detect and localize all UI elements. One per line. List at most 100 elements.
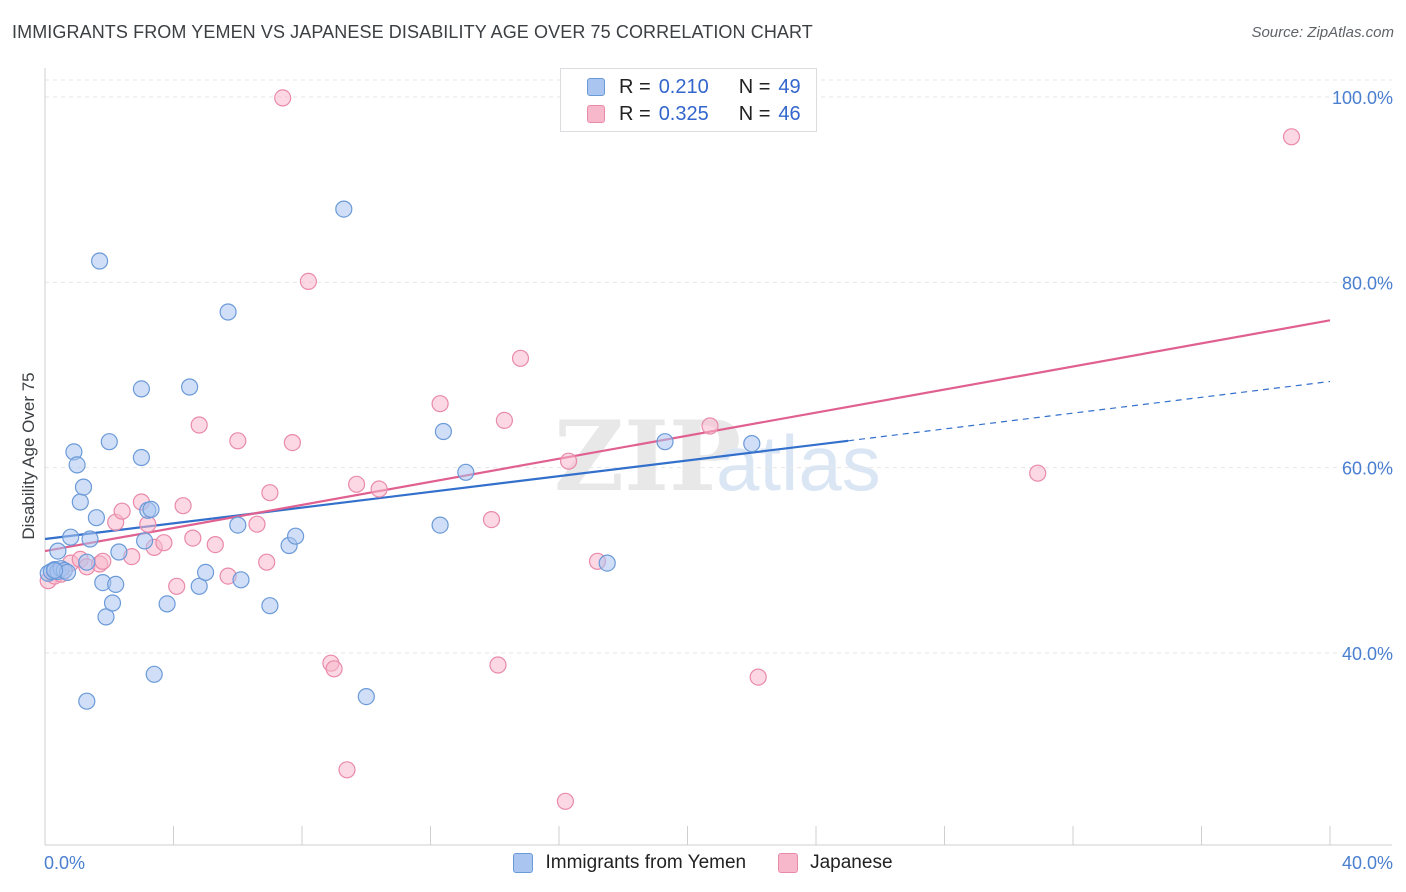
yemen-point [229,516,247,534]
japanese-point [261,484,279,502]
stats-legend: R = 0.210 N = 49 R = 0.325 N = 46 [560,68,817,132]
japanese-point [348,475,366,493]
japanese-point [113,502,131,520]
japanese-point [701,417,719,435]
legend-row-japanese: R = 0.325 N = 46 [587,103,801,125]
yemen-point [97,608,115,626]
yemen-point [457,463,475,481]
yemen-trend-line [44,439,849,541]
legend-r-value: 0.210 [658,75,709,98]
yemen-point [78,692,96,710]
x-tick-label: 40.0% [1342,853,1393,873]
yemen-point [71,493,89,511]
legend-r-label: R = [619,75,651,98]
japanese-point [206,535,224,554]
x-tick-label: 0.0% [44,853,85,873]
legend-label-japanese: Japanese [810,852,893,873]
y-tick-label: 100.0% [1332,88,1393,108]
japanese-point [1282,128,1301,146]
legend-n-label: N = [738,75,771,98]
japanese-point [482,510,501,529]
legend-item-japanese: Japanese [778,852,893,874]
legend-item-yemen: Immigrants from Yemen [513,852,746,874]
japanese-point [511,349,530,367]
japanese-point [325,660,343,678]
japanese-point [168,577,186,595]
japanese-point [495,411,513,429]
yemen-point [656,433,674,451]
yemen-trend-extension [848,380,1331,442]
yemen-point [190,577,208,595]
japanese-point [248,515,266,533]
yemen-point [598,554,616,572]
data-points [39,89,1301,810]
japanese-point [155,534,173,552]
yemen-point [158,595,176,613]
chart-title: IMMIGRANTS FROM YEMEN VS JAPANESE DISABI… [12,22,813,42]
japanese-point [299,272,317,290]
legend-swatch-japanese [587,105,605,123]
japanese-point [184,529,202,547]
yemen-point [49,542,67,560]
japanese-point [431,395,449,413]
legend-swatch-yemen [513,853,534,873]
legend-r-label: R = [619,102,651,125]
japanese-point [174,497,192,515]
trend-lines [44,319,1331,553]
grid-lines [45,79,1392,654]
y-axis-label: Disability Age Over 75 [19,372,38,539]
legend-row-yemen: R = 0.210 N = 49 [587,76,801,98]
yemen-point [142,500,160,518]
axes [44,68,1392,846]
japanese-point [1029,464,1047,482]
watermark-atlas: atlas [716,419,881,507]
yemen-point [434,422,452,441]
yemen-point [197,563,215,582]
yemen-point [132,448,150,467]
japanese-point [274,89,292,107]
legend-swatch-yemen [587,78,605,96]
yemen-point [74,478,93,496]
japanese-point [556,792,575,810]
yemen-point [261,597,279,615]
yemen-point [107,575,125,594]
yemen-point [181,378,199,396]
yemen-point [81,530,99,548]
japanese-point [190,416,208,434]
y-tick-label: 40.0% [1342,644,1393,664]
yemen-point [45,561,64,580]
japanese-point [283,434,301,452]
yemen-point [287,527,305,545]
legend-n-value: 46 [778,102,801,125]
yemen-point [335,200,353,218]
legend-r-value: 0.325 [658,102,709,125]
japanese-trend-line [44,319,1331,553]
chart-source: Source: ZipAtlas.com [1251,24,1394,41]
y-tick-label: 60.0% [1342,459,1393,479]
yemen-point [357,687,375,706]
yemen-point [431,516,449,534]
yemen-point [743,435,761,453]
yemen-point [219,303,237,321]
japanese-point [370,480,388,498]
legend-swatch-japanese [778,853,799,873]
series-legend: Immigrants from Yemen Japanese [0,852,1406,874]
yemen-point [87,509,106,527]
yemen-point [110,543,128,561]
yemen-point [145,665,163,683]
japanese-point [559,452,578,470]
yemen-point [68,456,86,474]
japanese-point [338,761,356,779]
yemen-point [136,532,154,550]
japanese-point [229,432,247,450]
tick-labels: 40.0% 60.0% 80.0% 100.0% 0.0% 40.0% [44,88,1393,873]
japanese-point [749,668,767,686]
yemen-point [78,553,96,571]
yemen-point [62,528,80,546]
yemen-point [232,571,250,589]
yemen-point [90,252,109,270]
japanese-point [489,656,507,674]
yemen-point [100,433,118,451]
japanese-point [94,552,112,570]
